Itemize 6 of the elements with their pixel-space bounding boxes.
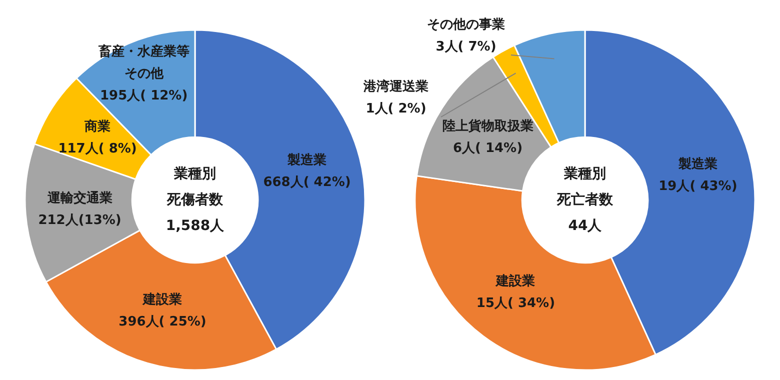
text: 業種別 bbox=[173, 166, 216, 182]
text: 1,588人 bbox=[166, 218, 226, 234]
text: 44人 bbox=[568, 218, 603, 234]
text: 業種別 bbox=[563, 166, 606, 182]
text: 死亡者数 bbox=[556, 190, 614, 208]
text: 死傷者数 bbox=[166, 192, 224, 208]
